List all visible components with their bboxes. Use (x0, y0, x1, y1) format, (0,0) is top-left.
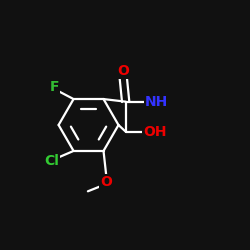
Text: NH: NH (145, 95, 168, 109)
Text: O: O (117, 64, 129, 78)
Text: OH: OH (143, 124, 167, 138)
Text: Cl: Cl (44, 154, 59, 168)
Text: O: O (100, 175, 112, 189)
Text: F: F (49, 80, 59, 94)
